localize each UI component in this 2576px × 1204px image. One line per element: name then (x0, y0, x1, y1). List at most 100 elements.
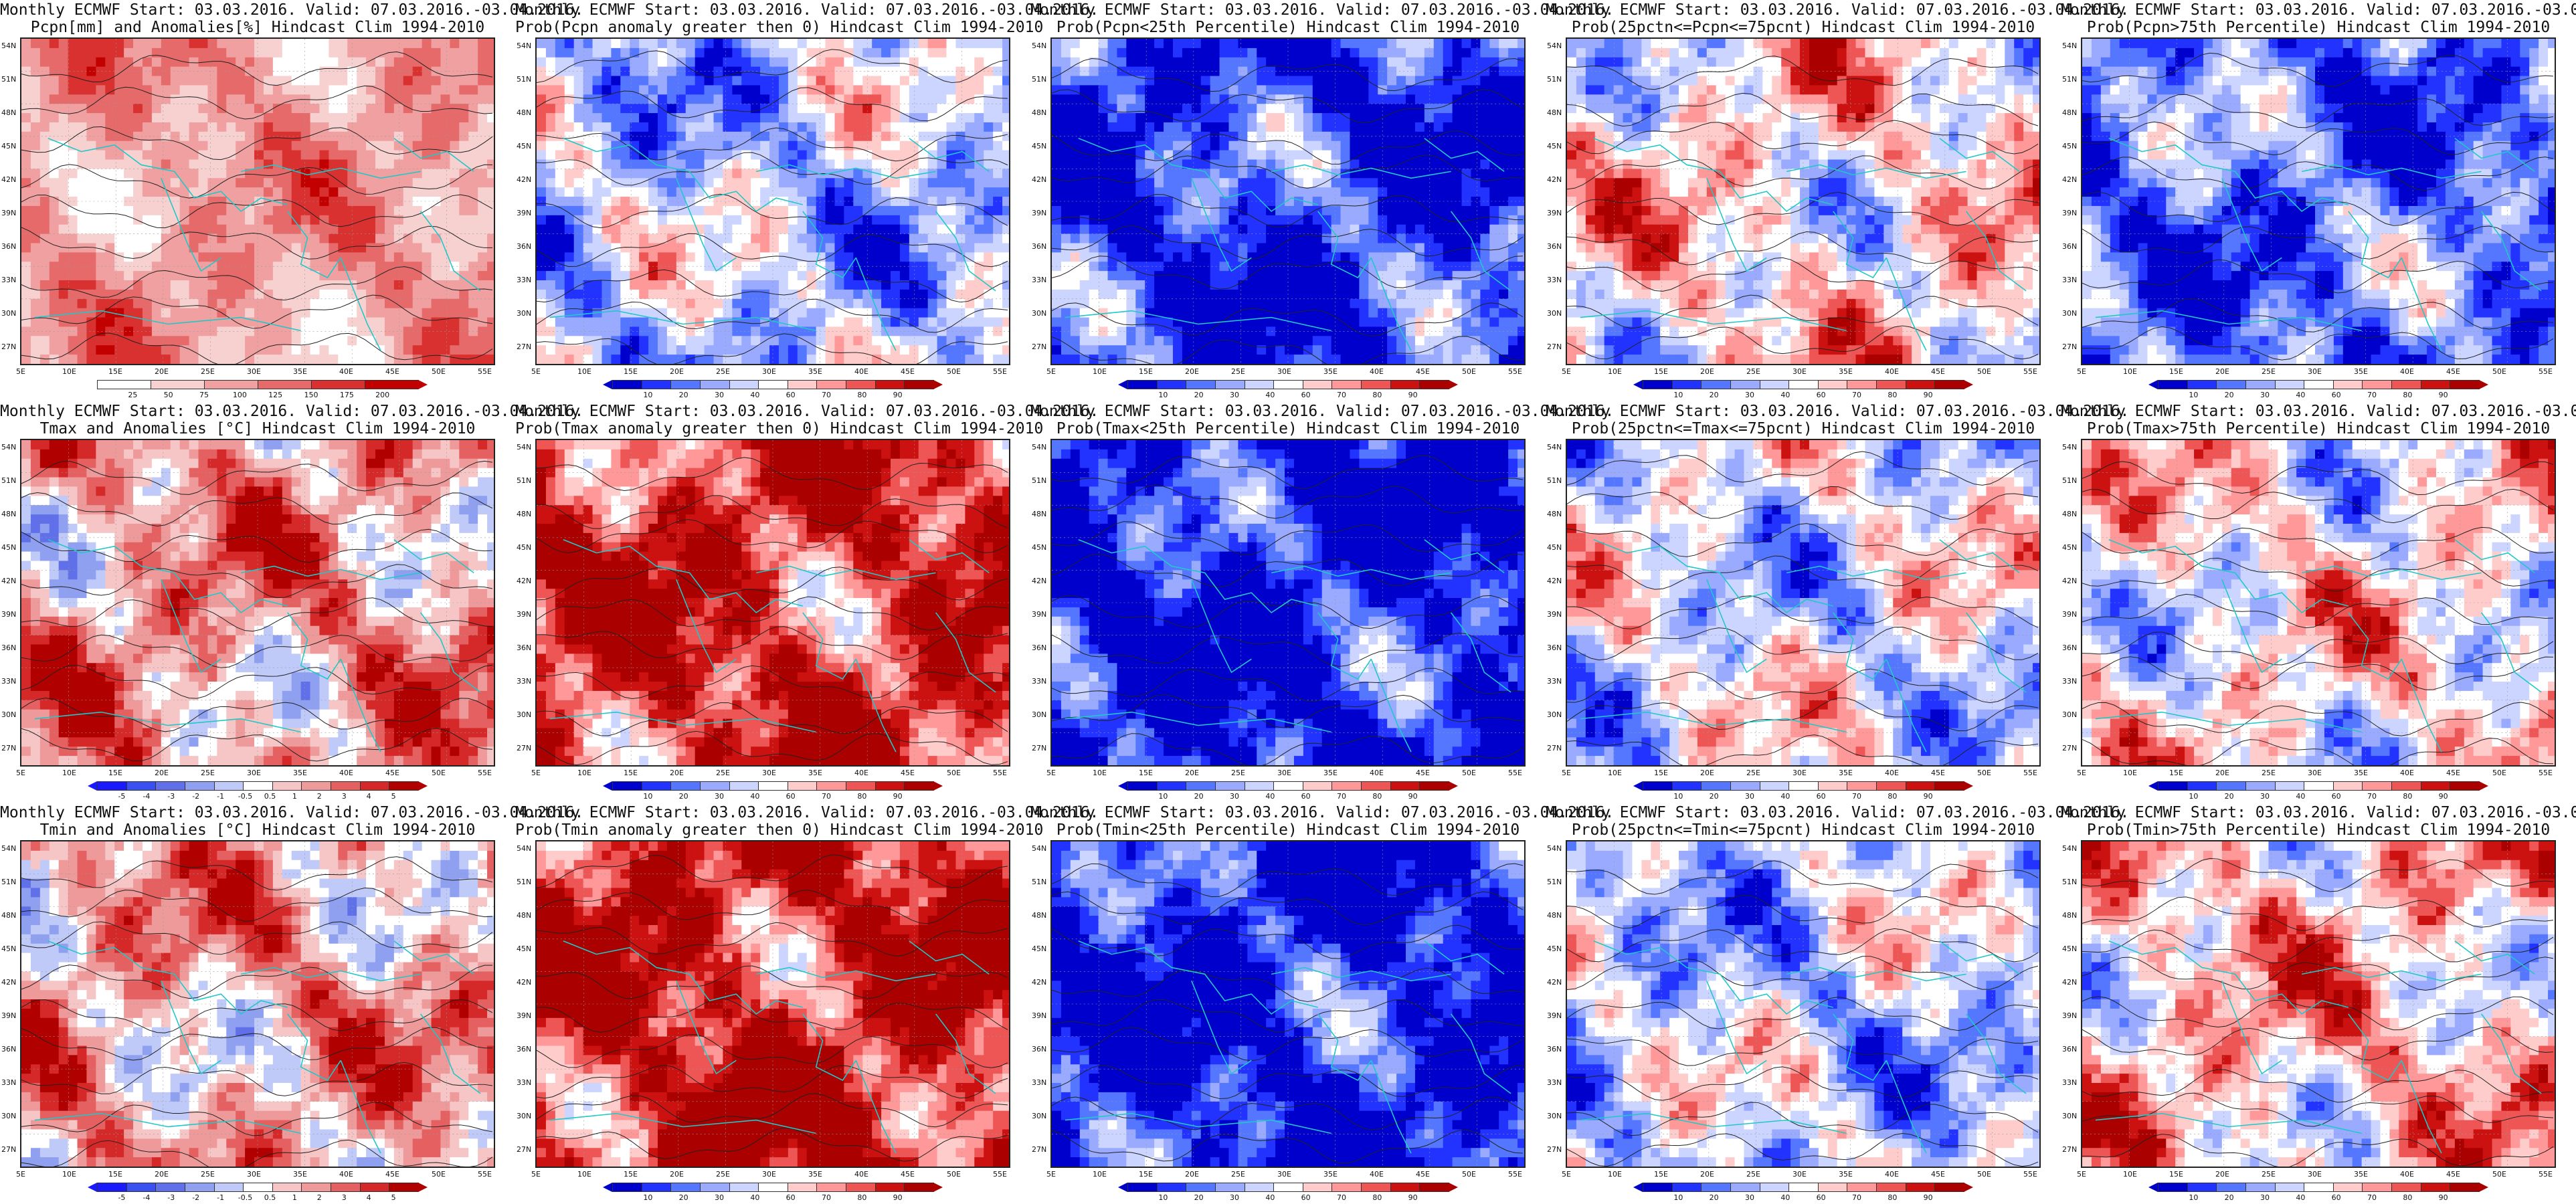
colorbar-tick-label: 20 (1710, 391, 1719, 399)
latitude-label: 27N (1, 744, 16, 752)
colorbar-swatch (272, 781, 302, 791)
longitude-label: 20E (670, 1170, 684, 1179)
longitude-label: 5E (1562, 367, 1571, 376)
longitude-label: 50E (1462, 1170, 1476, 1179)
map-panel: Monthly ECMWF Start: 03.03.2016. Valid: … (1546, 401, 2129, 803)
colorbar-tick-label: 30 (2260, 792, 2270, 801)
longitude-label: 10E (2123, 769, 2137, 777)
colorbar-swatch (2245, 1183, 2276, 1192)
colorbar-end-arrow (1964, 1183, 1973, 1192)
latitude-label: 54N (2062, 41, 2077, 50)
colorbar: 10 20 30 40 60 70 80 90 (603, 380, 943, 399)
latitude-label: 42N (517, 175, 531, 184)
colorbar-swatch (272, 1183, 302, 1192)
longitude-label: 5E (531, 1170, 541, 1179)
longitude-label: 25E (1746, 769, 1760, 777)
latitude-label: 42N (1032, 978, 1046, 987)
longitude-label: 40E (1370, 1170, 1384, 1179)
longitude-label: 35E (808, 1170, 822, 1179)
panel-title-line1: Monthly ECMWF Start: 03.03.2016. Valid: … (2061, 1, 2576, 19)
latitude-label: 30N (1032, 710, 1046, 719)
colorbar-swatch (2391, 1183, 2421, 1192)
colorbar-swatch (846, 380, 876, 389)
colorbar-tick-label: -0.5 (238, 1193, 252, 1202)
colorbar-swatch (1214, 781, 1245, 791)
colorbar: 10 20 30 40 60 70 80 90 (1118, 1183, 1458, 1202)
latitude-label: 39N (1547, 610, 1562, 619)
latitude-label: 42N (2062, 978, 2077, 987)
colorbar-tick-label: 40 (1265, 391, 1275, 399)
longitude-label: 45E (1416, 367, 1430, 376)
longitude-label: 35E (2354, 367, 2368, 376)
colorbar-swatch (1876, 380, 1906, 389)
latitude-label: 39N (1032, 1011, 1046, 1020)
latitude-label: 39N (517, 1011, 531, 1020)
latitude-label: 33N (1032, 1078, 1046, 1087)
latitude-label: 42N (1547, 577, 1562, 585)
colorbar-tick-label: 80 (2403, 391, 2412, 399)
colorbar-tick-label: 20 (2225, 1193, 2234, 1202)
colorbar-tick-label: -4 (143, 1193, 150, 1202)
panel-title-line1: Monthly ECMWF Start: 03.03.2016. Valid: … (515, 403, 1099, 420)
colorbar-tick-label: 10 (1158, 391, 1168, 399)
longitude-label: 40E (854, 367, 868, 376)
latitude-label: 36N (1032, 1045, 1046, 1054)
latitude-label: 39N (517, 610, 531, 619)
colorbar-tick-label: 30 (715, 792, 724, 801)
colorbar-tick-label: 90 (1408, 792, 1418, 801)
colorbar-swatch (1331, 781, 1362, 791)
latitude-label: 45N (1547, 543, 1562, 552)
colorbar-swatch (904, 380, 934, 389)
colorbar-tick-label: 70 (822, 391, 831, 399)
colorbar-swatch (1331, 1183, 1362, 1192)
longitude-label: 15E (1139, 769, 1153, 777)
colorbar-end-arrow (603, 380, 612, 389)
panel-title-line2: Prob(Tmax>75th Percentile) Hindcast Clim… (2061, 420, 2576, 437)
colorbar-tick-label: 30 (1745, 391, 1754, 399)
longitude-label: 5E (1562, 769, 1571, 777)
latitude-label: 27N (517, 1145, 531, 1154)
latitude-label: 33N (2062, 276, 2077, 284)
latitude-label: 54N (2062, 844, 2077, 853)
longitude-label: 45E (385, 367, 399, 376)
colorbar-swatch (184, 1183, 215, 1192)
latitude-label: 36N (1, 643, 16, 652)
latitude-label: 45N (1, 142, 16, 150)
colorbar-end-arrow (1118, 380, 1127, 389)
colorbar-tick-label: 10 (1673, 792, 1683, 801)
colorbar-tick-label: 90 (1408, 1193, 1418, 1202)
longitude-label: 25E (2262, 367, 2276, 376)
colorbar: -5 -4 -3 -2 -1 -0.5 0.5 1 2 3 4 5 (88, 781, 428, 801)
latitude-label: 36N (517, 1045, 531, 1054)
colorbar-swatch (1390, 380, 1420, 389)
colorbar-swatch (670, 380, 701, 389)
longitude-label: 40E (1885, 367, 1899, 376)
forecast-map (1566, 439, 2041, 767)
longitude-label: 55E (478, 367, 492, 376)
colorbar-end-arrow (1449, 781, 1458, 791)
colorbar-swatch (2332, 1183, 2363, 1192)
map-shading (1567, 440, 2039, 765)
colorbar-tick-label: 80 (1372, 391, 1382, 399)
colorbar-tick-label: 80 (1372, 1193, 1382, 1202)
latitude-label: 48N (2062, 108, 2077, 117)
colorbar-swatch (2158, 781, 2188, 791)
colorbar-swatch (1671, 1183, 1702, 1192)
longitude-label: 45E (1931, 1170, 1945, 1179)
forecast-map (1566, 840, 2041, 1168)
colorbar-tick-label: 25 (128, 391, 137, 399)
longitude-label: 55E (2023, 1170, 2037, 1179)
colorbar-tick-label: 70 (1337, 1193, 1346, 1202)
colorbar-end-arrow (603, 781, 612, 791)
longitude-label: 35E (293, 1170, 307, 1179)
colorbar-swatch (1361, 1183, 1391, 1192)
map-panel: Monthly ECMWF Start: 03.03.2016. Valid: … (515, 0, 1099, 401)
colorbar-swatch (1671, 380, 1702, 389)
map-panel: Monthly ECMWF Start: 03.03.2016. Valid: … (1030, 803, 1614, 1204)
colorbar-swatch (184, 781, 215, 791)
longitude-label: 30E (762, 769, 776, 777)
longitude-label: 15E (624, 769, 638, 777)
colorbar-end-arrow (88, 380, 97, 389)
colorbar-end-arrow (418, 781, 428, 791)
panel-title-line2: Pcpn[mm] and Anomalies[%] Hindcast Clim … (0, 19, 515, 36)
